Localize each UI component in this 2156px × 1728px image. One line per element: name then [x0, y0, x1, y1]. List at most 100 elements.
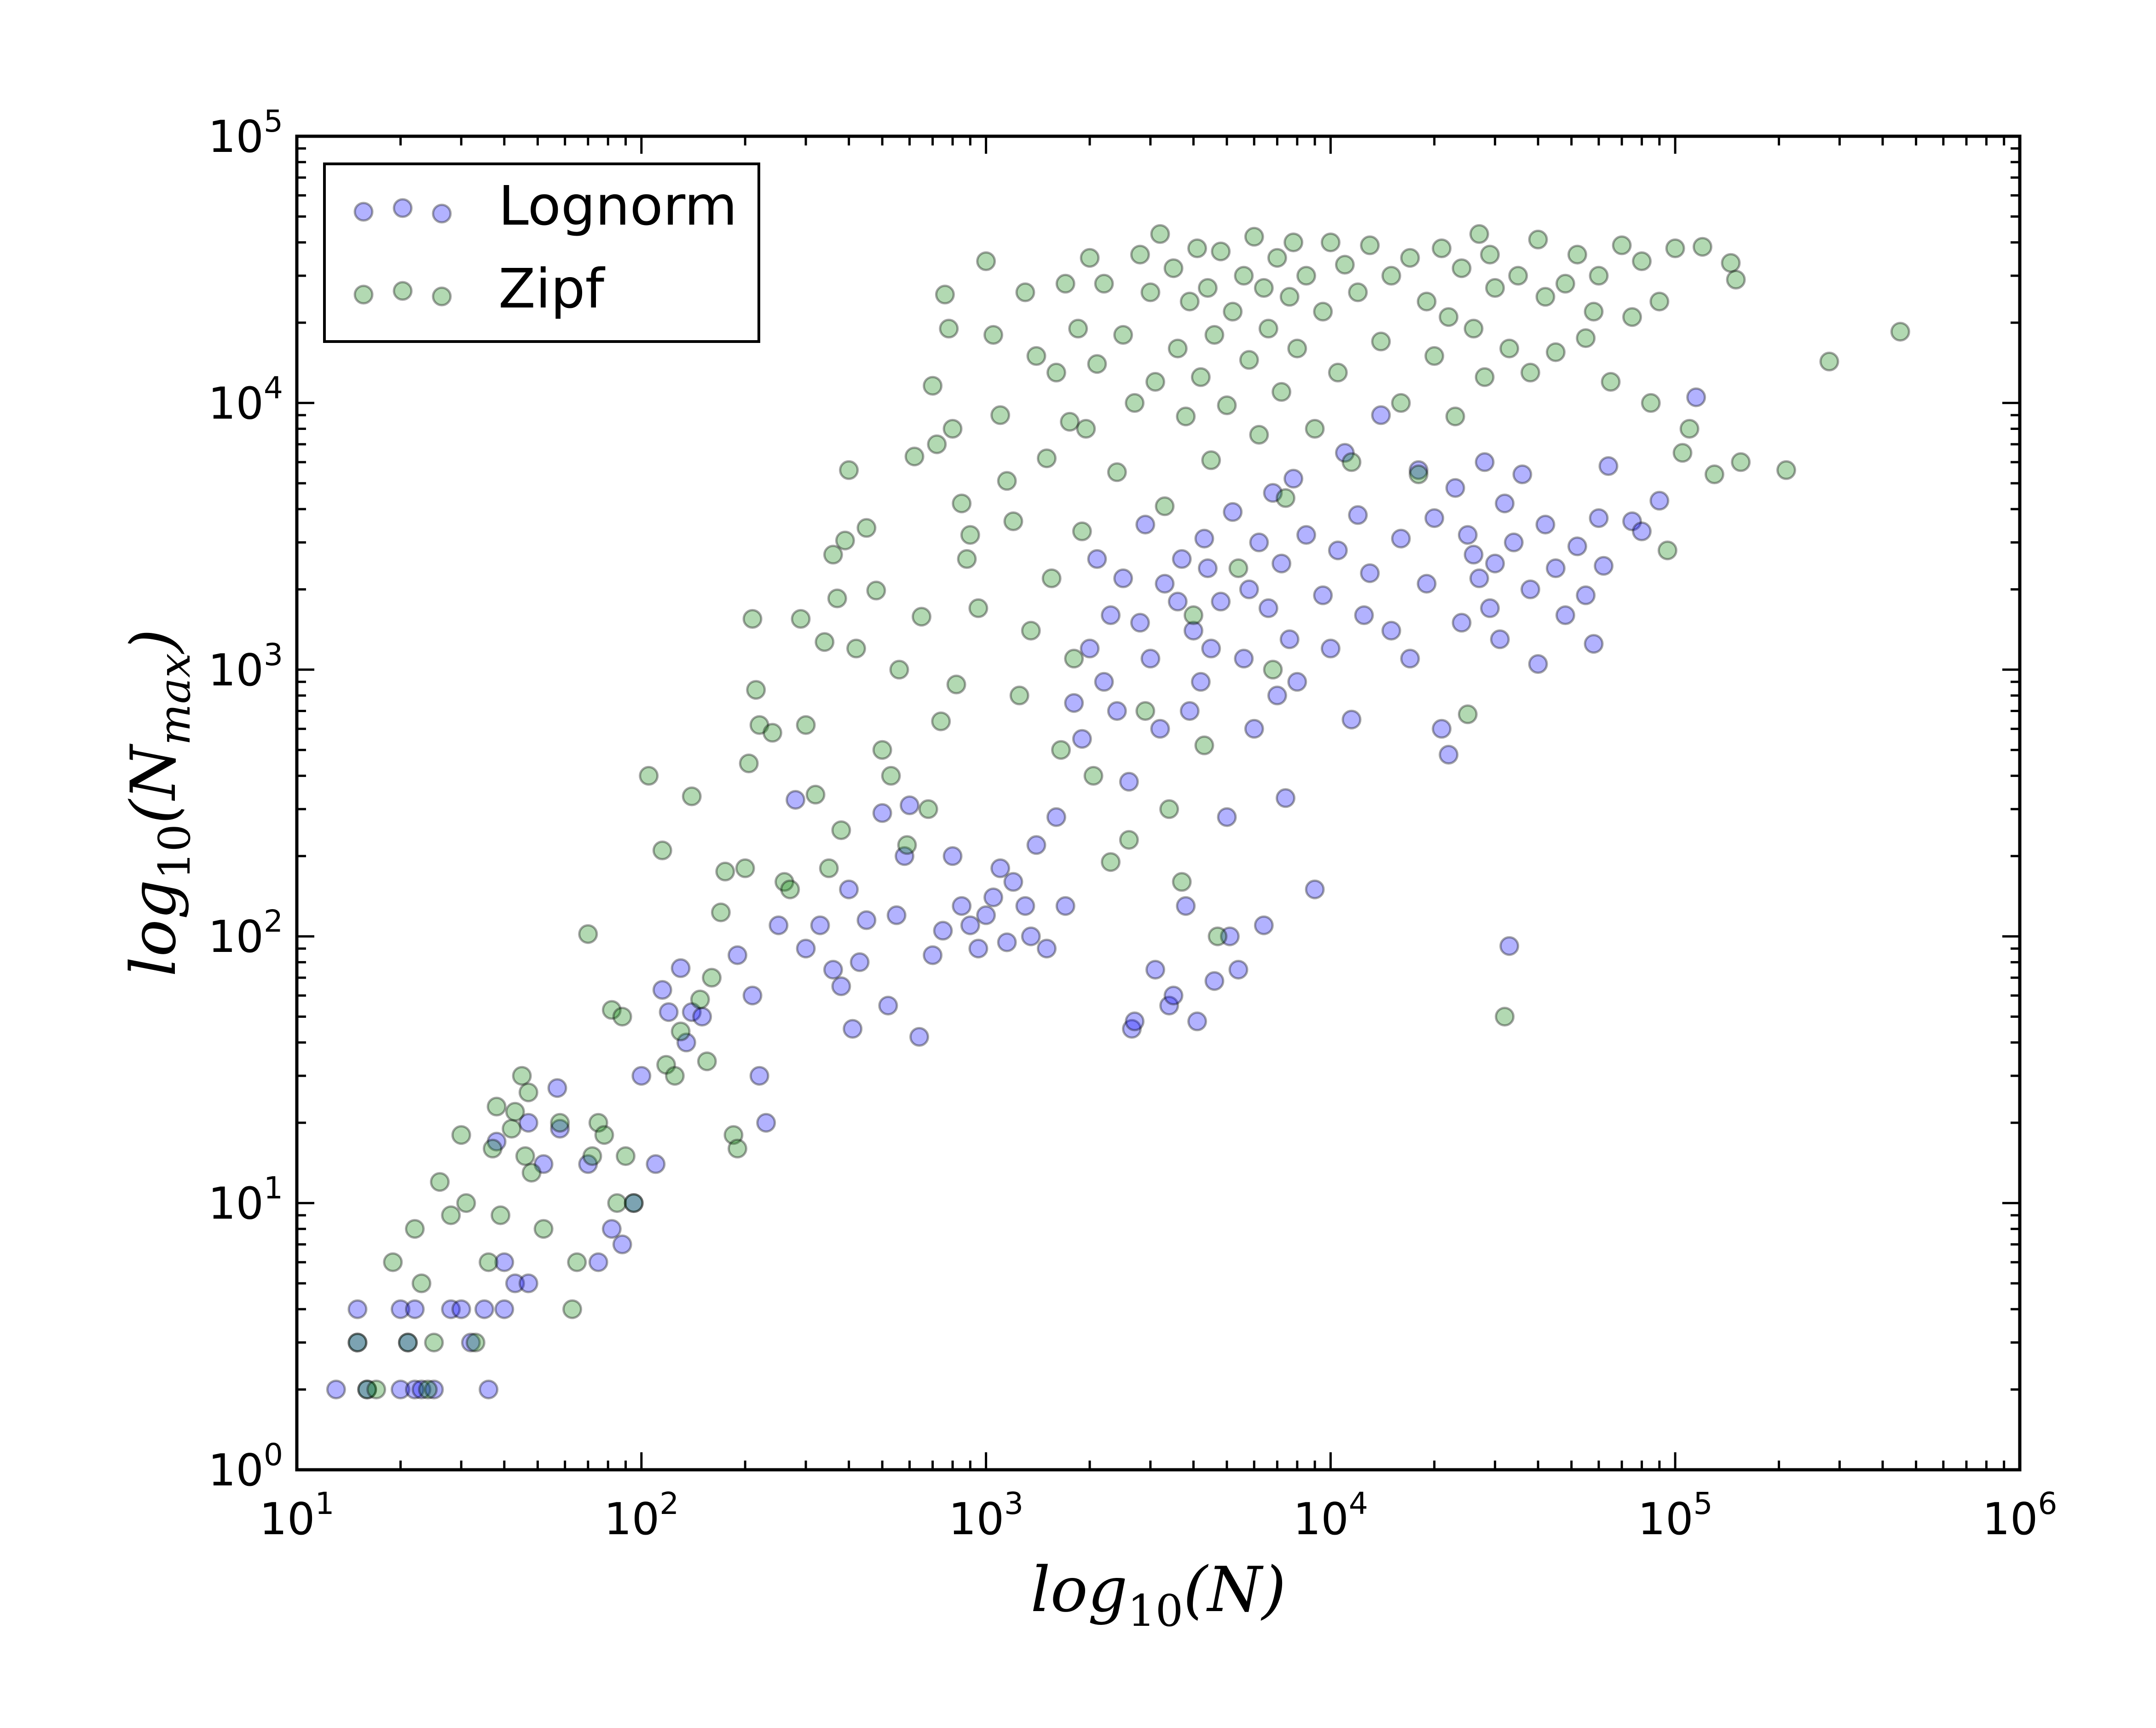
- zipf-point: [1179, 291, 1200, 312]
- y-tick-exp: 3: [264, 637, 283, 673]
- lognorm-point: [990, 858, 1011, 878]
- lognorm-point: [1046, 807, 1066, 827]
- lognorm-point: [601, 1219, 622, 1239]
- zipf-point: [582, 1146, 602, 1166]
- zipf-point: [815, 632, 835, 652]
- zipf-point: [968, 598, 988, 618]
- zipf-point: [923, 376, 943, 396]
- zipf-point: [1072, 521, 1092, 541]
- lognorm-point: [1021, 926, 1041, 946]
- lognorm-point: [670, 958, 691, 978]
- zipf-point: [1037, 448, 1057, 469]
- lognorm-point: [749, 1066, 769, 1086]
- lognorm-point: [533, 1154, 554, 1174]
- y-tick-base: 10: [208, 1179, 264, 1229]
- lognorm-point: [1320, 638, 1341, 659]
- zipf-point: [1249, 425, 1269, 445]
- zipf-point: [1083, 765, 1104, 786]
- ticks-layer: [295, 135, 2021, 1471]
- zipf-point: [723, 1125, 744, 1145]
- lognorm-point: [1400, 649, 1420, 669]
- zipf-point: [742, 609, 763, 629]
- lognorm-point: [1287, 672, 1307, 692]
- zipf-point: [1064, 649, 1084, 669]
- x-tick-label: 103: [948, 1486, 1023, 1545]
- zipf-point: [1172, 872, 1192, 892]
- lognorm-point: [1686, 387, 1706, 407]
- lognorm-point: [494, 1299, 514, 1319]
- lognorm-point: [326, 1380, 346, 1400]
- zipf-point: [521, 1163, 542, 1183]
- lognorm-point: [1026, 835, 1046, 855]
- lognorm-point: [1341, 709, 1362, 730]
- lognorm-point: [1107, 701, 1127, 721]
- y-tick-label: 102: [208, 904, 283, 963]
- zipf-point: [1381, 266, 1401, 286]
- zipf-point: [1776, 460, 1796, 480]
- zipf-point: [897, 835, 917, 855]
- zipf-point: [1021, 620, 1041, 641]
- zipf-point: [1223, 302, 1243, 322]
- zipf-point: [652, 841, 672, 860]
- y-tick-label: 104: [208, 370, 283, 429]
- lognorm-point: [1495, 493, 1515, 514]
- zipf-point: [1469, 224, 1489, 244]
- zipf-point: [1890, 322, 1910, 342]
- x-tick-label: 104: [1293, 1486, 1368, 1545]
- lognorm-point: [1313, 585, 1333, 605]
- zipf-point: [866, 580, 886, 601]
- lognorm-point: [1176, 896, 1196, 916]
- legend-markers: [353, 198, 452, 307]
- legend-label-lognorm: Lognorm: [498, 174, 737, 238]
- legend: Lognorm Zipf: [323, 162, 760, 343]
- lognorm-point: [1220, 926, 1240, 946]
- zipf-point: [957, 549, 977, 569]
- lognorm-point: [1594, 556, 1614, 576]
- lognorm-point: [1080, 638, 1100, 659]
- zipf-point: [1055, 273, 1075, 294]
- x-tick-exp: 1: [315, 1486, 334, 1521]
- points-layer: [326, 224, 1910, 1400]
- zipf-point: [1612, 235, 1632, 255]
- x-tick-exp: 6: [2038, 1486, 2057, 1521]
- zipf-point: [835, 530, 855, 551]
- zipf-point: [1495, 1007, 1515, 1027]
- lognorm-point: [1228, 960, 1249, 980]
- x-axis-title: log10(N): [1030, 1554, 1286, 1636]
- lognorm-point: [1122, 1019, 1142, 1039]
- zipf-point: [1183, 605, 1203, 625]
- zipf-point: [1201, 450, 1221, 470]
- zipf-point: [533, 1219, 554, 1239]
- zipf-point: [465, 1333, 486, 1353]
- y-tick-exp: 2: [264, 904, 283, 939]
- lognorm-point: [1622, 511, 1642, 531]
- zipf-point: [1474, 367, 1495, 387]
- x-tick-base: 10: [604, 1494, 659, 1545]
- zipf-point: [1150, 224, 1170, 244]
- zipf-point: [588, 1113, 608, 1133]
- lognorm-point: [1296, 525, 1316, 545]
- zipf-point: [486, 1096, 507, 1117]
- zipf-point: [1622, 307, 1642, 327]
- lognorm-point: [411, 1380, 432, 1400]
- lognorm-point: [728, 945, 747, 965]
- zipf-point: [1641, 393, 1661, 413]
- zipf-point: [1239, 350, 1259, 370]
- zipf-point: [1155, 496, 1175, 516]
- lognorm-point: [461, 1333, 481, 1353]
- zipf-point: [1313, 302, 1333, 322]
- zipf-point: [715, 861, 735, 881]
- zipf-point: [1244, 226, 1264, 247]
- lognorm-point: [441, 1299, 461, 1319]
- lognorm-point: [1439, 745, 1459, 765]
- lognorm-point: [997, 932, 1017, 952]
- zipf-point: [856, 518, 877, 538]
- zipf-point: [1076, 419, 1096, 439]
- lognorm-point: [486, 1131, 507, 1152]
- lognorm-point: [769, 915, 789, 935]
- zipf-point: [1705, 464, 1724, 484]
- zipf-point: [366, 1380, 387, 1400]
- zipf-point: [1360, 235, 1380, 255]
- legend-marker-zipf: [393, 281, 413, 301]
- zipf-point: [931, 711, 951, 731]
